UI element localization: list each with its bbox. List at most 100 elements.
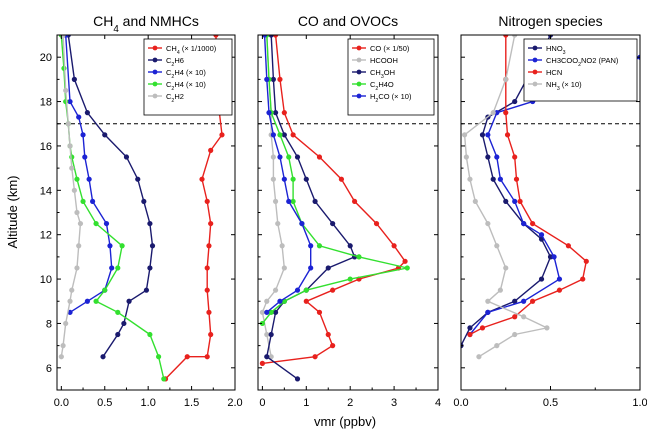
data-point bbox=[102, 132, 108, 138]
data-point bbox=[494, 343, 500, 349]
y-tick-label: 18 bbox=[40, 97, 52, 109]
legend-label: CH3OH bbox=[370, 68, 395, 80]
data-point bbox=[71, 76, 77, 82]
data-point bbox=[69, 165, 75, 171]
data-point bbox=[67, 143, 73, 149]
data-point bbox=[74, 265, 80, 271]
data-point bbox=[463, 154, 469, 160]
panel-1: CH4 and NMHCs 0.0 0.5 1.0 1.5 2.0 6 8 10 12 14 16 18… bbox=[40, 13, 243, 409]
data-point bbox=[281, 265, 287, 271]
data-point bbox=[119, 243, 125, 249]
legend-label: CH4 (× 1/1000) bbox=[166, 44, 217, 56]
data-point bbox=[485, 220, 491, 227]
data-point bbox=[503, 35, 509, 38]
data-point bbox=[551, 254, 557, 260]
data-point bbox=[308, 265, 314, 271]
x-tick-label: 4 bbox=[435, 397, 441, 409]
data-point bbox=[316, 154, 323, 160]
data-point bbox=[84, 110, 90, 116]
data-point bbox=[63, 320, 69, 327]
series-group bbox=[259, 35, 410, 382]
data-point bbox=[580, 276, 586, 282]
x-axis-label: vmr (ppbv) bbox=[314, 414, 376, 429]
data-point bbox=[259, 320, 265, 327]
data-point bbox=[204, 354, 210, 360]
x-tick-label: 1.0 bbox=[632, 397, 647, 409]
data-point bbox=[517, 198, 523, 205]
data-point bbox=[115, 331, 121, 338]
data-point bbox=[281, 110, 287, 116]
data-point bbox=[404, 265, 410, 271]
data-point bbox=[521, 220, 527, 227]
legend-label: HCN bbox=[546, 68, 562, 77]
legend-item: C2H6 bbox=[148, 56, 184, 68]
data-point bbox=[330, 287, 336, 293]
x-tick-label: 1.0 bbox=[141, 397, 156, 409]
data-point bbox=[476, 354, 482, 360]
data-point bbox=[485, 132, 491, 138]
data-point bbox=[272, 35, 279, 38]
data-point bbox=[472, 198, 478, 205]
legend-label: C2H6 bbox=[166, 56, 184, 68]
legend-label: C2H4O bbox=[370, 80, 394, 92]
data-point bbox=[76, 114, 82, 120]
data-point bbox=[74, 176, 80, 182]
data-point bbox=[521, 298, 527, 304]
data-point bbox=[76, 243, 82, 249]
data-point bbox=[270, 132, 276, 138]
data-point bbox=[259, 309, 265, 315]
legend-item: CH3OH bbox=[352, 68, 395, 80]
panel-title: CH4 and NMHCs bbox=[93, 13, 199, 35]
data-point bbox=[490, 176, 496, 182]
data-point bbox=[277, 76, 283, 82]
data-point bbox=[115, 265, 121, 271]
legend-label: CH3COO2NO2 (PAN) bbox=[546, 56, 619, 68]
legend-item: NH3 (× 10) bbox=[528, 80, 582, 92]
legend-swatch-marker bbox=[532, 81, 538, 87]
data-point bbox=[80, 198, 86, 205]
data-point bbox=[204, 198, 210, 205]
legend-swatch-marker bbox=[152, 81, 158, 87]
data-point bbox=[219, 132, 225, 138]
data-point bbox=[512, 314, 518, 320]
data-point bbox=[286, 154, 292, 160]
data-point bbox=[279, 243, 285, 249]
legend-item: H2CO (× 10) bbox=[352, 92, 412, 104]
data-point bbox=[281, 132, 287, 138]
data-point bbox=[206, 309, 212, 315]
data-point bbox=[264, 331, 270, 338]
data-point bbox=[303, 176, 309, 182]
data-point bbox=[479, 325, 486, 331]
data-point bbox=[63, 87, 69, 94]
data-point bbox=[513, 176, 520, 182]
legend-item: C2H4 (× 10) bbox=[148, 80, 206, 92]
data-point bbox=[330, 343, 336, 349]
data-point bbox=[294, 154, 301, 160]
data-point bbox=[107, 243, 113, 249]
data-point bbox=[147, 331, 153, 338]
data-point bbox=[312, 354, 318, 360]
data-point bbox=[147, 220, 153, 227]
data-point bbox=[347, 276, 353, 282]
data-point bbox=[141, 198, 147, 205]
data-point bbox=[485, 309, 491, 315]
legend-swatch-marker bbox=[532, 57, 538, 63]
data-point bbox=[490, 110, 496, 116]
data-point bbox=[281, 176, 287, 182]
data-point bbox=[266, 110, 272, 116]
data-point bbox=[565, 243, 572, 249]
legend-swatch-marker bbox=[532, 69, 538, 75]
data-point bbox=[149, 243, 156, 249]
legend-label: C2H4 (× 10) bbox=[166, 80, 206, 92]
data-point bbox=[503, 198, 509, 205]
data-point bbox=[544, 325, 550, 331]
data-point bbox=[303, 298, 309, 304]
legend-swatch-marker bbox=[356, 69, 362, 75]
panel-2: CO and OVOCs 0 1 2 3 4 CO (× 1/50) HCOOH CH3OHC2… bbox=[257, 13, 441, 409]
data-point bbox=[512, 98, 518, 105]
